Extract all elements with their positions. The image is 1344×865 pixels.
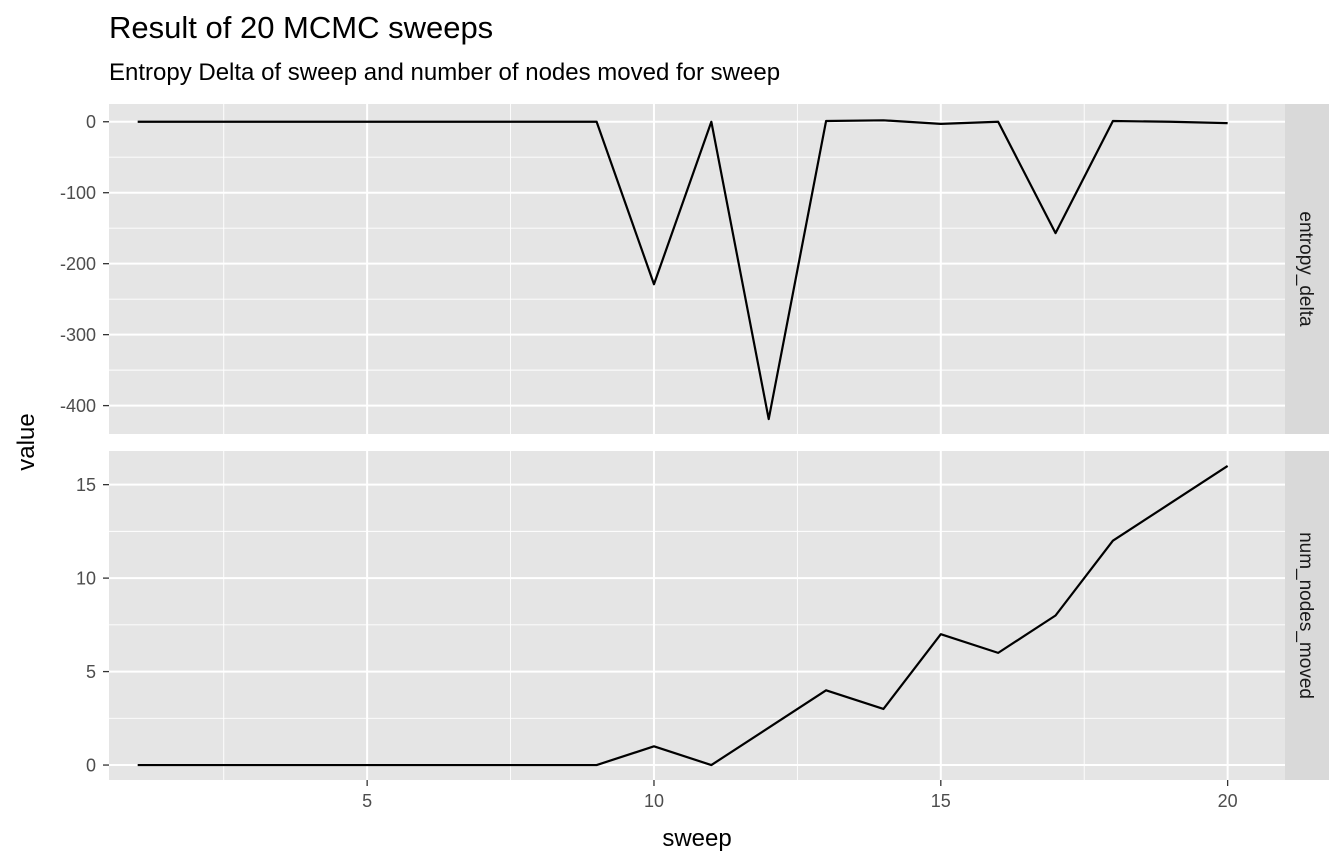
x-tick-label: 5: [362, 791, 372, 811]
x-tick-label: 10: [644, 791, 664, 811]
x-tick-label: 20: [1218, 791, 1238, 811]
chart-title: Result of 20 MCMC sweeps: [109, 10, 494, 45]
series-line-entropy_delta: [137, 119, 1228, 421]
y-tick-label: -400: [60, 396, 96, 416]
facet-strip-entropy_delta: [1285, 104, 1329, 434]
y-tick-label: 10: [76, 569, 96, 589]
y-tick-label: -100: [60, 183, 96, 203]
y-tick-label: -300: [60, 325, 96, 345]
y-tick-label: 0: [86, 756, 96, 776]
y-tick-label: 0: [86, 112, 96, 132]
y-tick-label: 5: [86, 662, 96, 682]
series-line-num_nodes_moved: [137, 465, 1229, 767]
panel-background-entropy_delta: [109, 104, 1285, 434]
panel-background-num_nodes_moved: [109, 451, 1285, 780]
y-axis-label: value: [13, 413, 40, 470]
y-tick-label: 15: [76, 475, 96, 495]
y-tick-label: -200: [60, 254, 96, 274]
facet-strip-label: entropy_delta: [1295, 211, 1316, 327]
x-axis-label: sweep: [662, 825, 731, 852]
facet-strip-num_nodes_moved: [1285, 451, 1329, 780]
chart-subtitle: Entropy Delta of sweep and number of nod…: [109, 59, 781, 86]
facet-strip-label: num_nodes_moved: [1295, 532, 1316, 699]
x-tick-label: 15: [931, 791, 951, 811]
